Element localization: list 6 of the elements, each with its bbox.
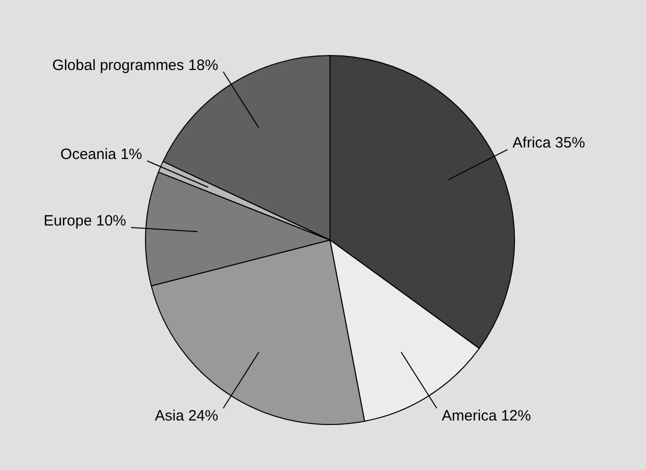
slice-label: Asia 24% — [154, 407, 218, 424]
slice-label: Africa 35% — [512, 134, 586, 152]
slice-label: Oceania 1% — [60, 146, 142, 164]
slice-label: Europe 10% — [44, 212, 126, 230]
slice-label: Global programmes 18% — [52, 56, 218, 74]
slice-label: America 12% — [442, 407, 531, 424]
